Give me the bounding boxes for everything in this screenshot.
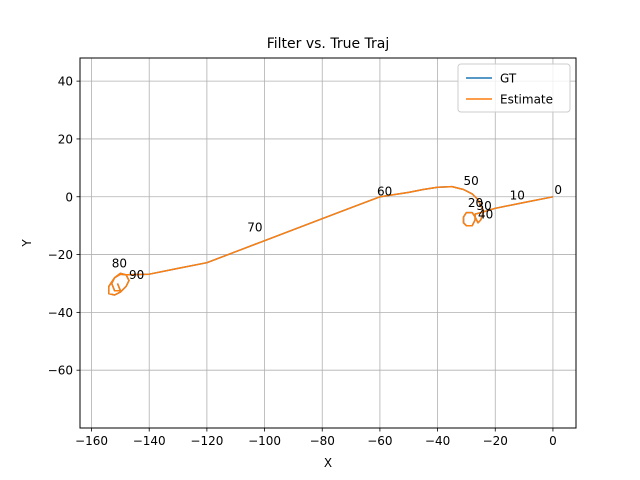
x-tick-label: −80 <box>310 434 335 448</box>
y-axis-label: Y <box>20 239 34 248</box>
ticks: −160 −140 −120 −100 −80 −60 −40 −20 0 −60 −40 −20 0 2… <box>48 75 557 448</box>
annotation-label: 30 <box>477 199 492 213</box>
x-tick-label: −120 <box>190 434 223 448</box>
plot-frame <box>79 57 577 429</box>
y-tick-label: −40 <box>48 306 73 320</box>
series-line-estimate <box>108 185 554 296</box>
y-tick-label: −20 <box>48 248 73 262</box>
legend-entry: GT <box>500 72 517 86</box>
annotation-label: 50 <box>464 174 479 188</box>
annotation-label: 0 <box>554 183 562 197</box>
x-tick-label: −160 <box>75 434 108 448</box>
series-layer <box>108 185 554 296</box>
annotation-label: 10 <box>510 189 525 203</box>
x-tick-label: −100 <box>248 434 281 448</box>
annotation-label: 70 <box>247 220 262 234</box>
annotation-label: 40 <box>478 207 493 221</box>
legend-box <box>457 63 571 113</box>
y-tick-label: −60 <box>48 364 73 378</box>
annotation-label: 80 <box>112 257 127 271</box>
legend-entry: Estimate <box>500 93 553 107</box>
annotation-label: 20 <box>468 196 483 210</box>
annotation-label: 90 <box>129 268 144 282</box>
x-tick-label: −60 <box>367 434 392 448</box>
x-tick-label: −40 <box>425 434 450 448</box>
annotation-label: 60 <box>377 184 392 198</box>
x-tick-label: 0 <box>549 434 557 448</box>
x-tick-label: −20 <box>483 434 508 448</box>
x-tick-label: −140 <box>133 434 166 448</box>
x-axis-label: X <box>324 456 332 470</box>
y-tick-label: 0 <box>65 190 73 204</box>
y-tick-label: 20 <box>58 132 73 146</box>
y-tick-label: 40 <box>58 75 73 89</box>
grid <box>80 58 576 428</box>
chart-title: Filter vs. True Traj <box>267 36 390 52</box>
legend: GT Estimate <box>457 63 571 113</box>
